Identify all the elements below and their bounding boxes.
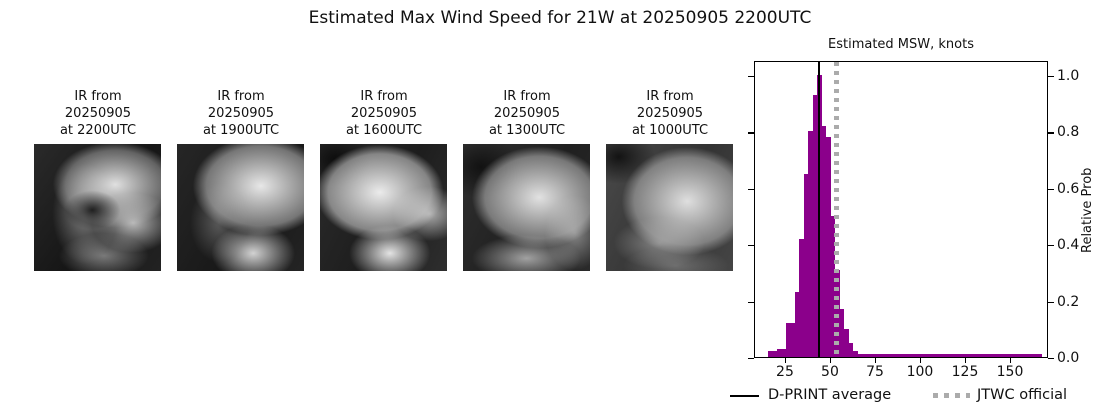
x-axis-tick-label: 125 xyxy=(951,364,979,380)
y-axis-label: Relative Prob xyxy=(1080,167,1095,253)
y-axis-tick-label: 0.8 xyxy=(1057,124,1080,141)
ir-panel-label-1600: IR from 20250905 at 1600UTC xyxy=(345,89,423,138)
x-axis-tick xyxy=(919,358,922,363)
ir-satellite-image-1900 xyxy=(177,144,304,271)
y-axis-tick-left xyxy=(748,358,754,360)
dprint-average-line-sample xyxy=(730,395,759,397)
histogram-bar xyxy=(848,342,854,357)
y-axis-tick-left xyxy=(748,188,754,190)
histogram-bar xyxy=(839,309,845,357)
ir-panel-label-1000: IR from 20250905 at 1000UTC xyxy=(631,89,709,138)
histogram-bar xyxy=(794,292,800,357)
x-axis-tick xyxy=(829,358,832,363)
ir-panel-label-2200: IR from 20250905 at 2200UTC xyxy=(59,89,137,138)
histogram-bar xyxy=(790,323,795,357)
histogram-bar xyxy=(853,351,858,357)
y-axis-tick-left xyxy=(748,132,754,134)
x-axis-tick-label: 25 xyxy=(776,364,794,380)
y-axis-tick-right xyxy=(1048,132,1054,134)
y-axis-tick-right xyxy=(1048,358,1054,360)
jtwc-official-line-sample xyxy=(933,393,970,398)
dprint-average-line xyxy=(818,62,820,357)
histogram-bar xyxy=(799,238,804,357)
histogram-bar xyxy=(803,173,809,357)
histogram-bar xyxy=(785,323,791,357)
y-axis-tick-label: 0.6 xyxy=(1057,180,1080,197)
y-axis-tick-label: 0.2 xyxy=(1057,293,1080,310)
msw-histogram-plot xyxy=(754,61,1048,358)
y-axis-tick-right xyxy=(1048,75,1054,78)
ir-panel-label-1300: IR from 20250905 at 1300UTC xyxy=(488,89,566,138)
histogram-bar xyxy=(857,354,1042,357)
y-axis-tick-left xyxy=(748,75,754,78)
histogram-bar xyxy=(826,137,831,357)
x-axis-tick xyxy=(1010,358,1012,363)
y-axis-tick-right xyxy=(1048,301,1054,303)
histogram-bar xyxy=(776,348,782,357)
y-axis-tick-label: 0.0 xyxy=(1057,350,1080,366)
ir-satellite-image-1300 xyxy=(463,144,590,271)
y-axis-tick-label: 1.0 xyxy=(1057,67,1080,84)
ir-satellite-image-1000 xyxy=(606,144,733,271)
x-axis-tick xyxy=(874,358,877,363)
x-axis-tick-label: 100 xyxy=(906,364,934,380)
x-axis-tick-label: 50 xyxy=(821,364,839,380)
y-axis-tick-right xyxy=(1048,245,1054,247)
chart-title: Estimated MSW, knots xyxy=(828,37,974,52)
histogram-bars-area xyxy=(755,62,1047,357)
histogram-bar xyxy=(812,94,818,357)
ir-satellite-image-2200 xyxy=(34,144,161,271)
histogram-bar xyxy=(808,131,813,357)
y-axis-tick-left xyxy=(748,245,754,247)
histogram-bar xyxy=(844,328,849,357)
jtwc-official-line xyxy=(833,62,839,357)
histogram-bar xyxy=(767,351,773,357)
y-axis-tick-right xyxy=(1048,188,1054,190)
histogram-bar xyxy=(830,215,836,357)
dprint-average-legend-label: D-PRINT average xyxy=(768,387,892,403)
figure-title: Estimated Max Wind Speed for 21W at 2025… xyxy=(308,8,812,28)
x-axis-tick-label: 75 xyxy=(866,364,884,380)
x-axis-tick xyxy=(784,358,787,363)
ir-satellite-image-1600 xyxy=(320,144,447,271)
histogram-bar xyxy=(781,348,786,357)
jtwc-official-legend-label: JTWC official xyxy=(977,387,1068,403)
x-axis-tick-label: 150 xyxy=(996,364,1024,380)
histogram-bar xyxy=(821,125,827,357)
y-axis-tick-left xyxy=(748,301,754,303)
histogram-bar xyxy=(772,351,777,357)
x-axis-tick xyxy=(965,358,967,363)
ir-panel-label-1900: IR from 20250905 at 1900UTC xyxy=(202,89,280,138)
y-axis-tick-label: 0.4 xyxy=(1057,237,1080,254)
